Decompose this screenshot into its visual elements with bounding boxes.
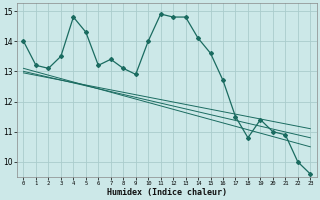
X-axis label: Humidex (Indice chaleur): Humidex (Indice chaleur) [107,188,227,197]
